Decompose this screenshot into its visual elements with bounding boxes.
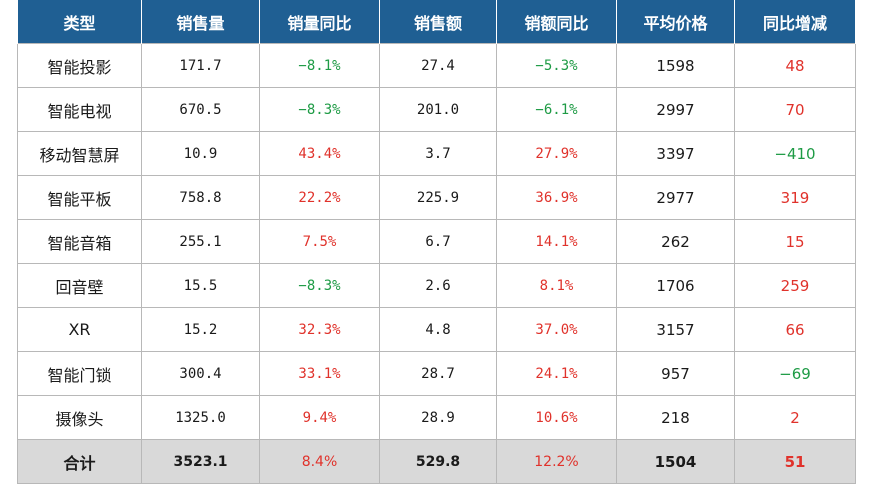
cell-volume-yoy: 9.4% [259,395,380,440]
table-row: 智能门锁 300.4 33.1% 28.7 24.1% 957 −69 [17,351,856,396]
cell-volume-yoy: −8.3% [259,87,380,132]
cell-volume-yoy: 22.2% [259,175,380,220]
cell-price-change: 66 [734,307,856,352]
cell-price-change: 15 [734,219,856,264]
cell-sales-amount: 27.4 [379,43,497,88]
cell-avg-price: 1504 [616,439,735,484]
header-sales-amount: 销售额 [379,0,497,44]
cell-sales-amount: 2.6 [379,263,497,308]
cell-volume-yoy: 7.5% [259,219,380,264]
header-price-change: 同比增减 [734,0,856,44]
cell-sales-volume: 1325.0 [141,395,260,440]
cell-volume-yoy: 43.4% [259,131,380,176]
cell-type: 智能音箱 [17,219,142,264]
cell-amount-yoy: 24.1% [496,351,617,396]
table-row: 移动智慧屏 10.9 43.4% 3.7 27.9% 3397 −410 [17,131,856,176]
cell-sales-volume: 300.4 [141,351,260,396]
table-row: 回音壁 15.5 −8.3% 2.6 8.1% 1706 259 [17,263,856,308]
cell-avg-price: 218 [616,395,735,440]
cell-sales-volume: 3523.1 [141,439,260,484]
cell-amount-yoy: 14.1% [496,219,617,264]
total-row: 合计 3523.1 8.4% 529.8 12.2% 1504 51 [17,439,856,484]
cell-volume-yoy: 32.3% [259,307,380,352]
cell-sales-volume: 670.5 [141,87,260,132]
cell-sales-volume: 758.8 [141,175,260,220]
header-volume-yoy: 销量同比 [259,0,380,44]
cell-amount-yoy: −5.3% [496,43,617,88]
cell-sales-volume: 255.1 [141,219,260,264]
sales-table: 类型 销售量 销量同比 销售额 销额同比 平均价格 同比增减 智能投影 171.7… [17,0,856,484]
cell-volume-yoy: −8.1% [259,43,380,88]
cell-sales-amount: 6.7 [379,219,497,264]
cell-sales-amount: 3.7 [379,131,497,176]
cell-volume-yoy: 8.4% [259,439,380,484]
cell-sales-volume: 10.9 [141,131,260,176]
cell-volume-yoy: −8.3% [259,263,380,308]
cell-type: XR [17,307,142,352]
cell-avg-price: 957 [616,351,735,396]
cell-price-change: 48 [734,43,856,88]
cell-price-change: 70 [734,87,856,132]
table-body: 智能投影 171.7 −8.1% 27.4 −5.3% 1598 48 智能电视 670.5 −8… [17,43,856,484]
table-row: 智能音箱 255.1 7.5% 6.7 14.1% 262 15 [17,219,856,264]
cell-avg-price: 3397 [616,131,735,176]
cell-amount-yoy: 37.0% [496,307,617,352]
cell-type: 智能平板 [17,175,142,220]
cell-amount-yoy: 27.9% [496,131,617,176]
cell-sales-amount: 28.7 [379,351,497,396]
table-row: 智能平板 758.8 22.2% 225.9 36.9% 2977 319 [17,175,856,220]
sales-table-container: 类型 销售量 销量同比 销售额 销额同比 平均价格 同比增减 智能投影 171.7… [17,0,856,484]
cell-avg-price: 1598 [616,43,735,88]
cell-price-change: 2 [734,395,856,440]
cell-type: 智能电视 [17,87,142,132]
cell-amount-yoy: 12.2% [496,439,617,484]
cell-price-change: 319 [734,175,856,220]
cell-sales-amount: 529.8 [379,439,497,484]
cell-price-change: 51 [734,439,856,484]
cell-avg-price: 2977 [616,175,735,220]
header-type: 类型 [17,0,142,44]
cell-type: 移动智慧屏 [17,131,142,176]
cell-type: 合计 [17,439,142,484]
cell-avg-price: 1706 [616,263,735,308]
cell-amount-yoy: −6.1% [496,87,617,132]
cell-amount-yoy: 10.6% [496,395,617,440]
cell-sales-volume: 15.2 [141,307,260,352]
cell-sales-amount: 28.9 [379,395,497,440]
cell-sales-amount: 4.8 [379,307,497,352]
header-avg-price: 平均价格 [616,0,735,44]
header-sales-volume: 销售量 [141,0,260,44]
cell-avg-price: 262 [616,219,735,264]
cell-avg-price: 3157 [616,307,735,352]
cell-avg-price: 2997 [616,87,735,132]
table-row: 摄像头 1325.0 9.4% 28.9 10.6% 218 2 [17,395,856,440]
table-header: 类型 销售量 销量同比 销售额 销额同比 平均价格 同比增减 [17,0,856,44]
cell-sales-volume: 171.7 [141,43,260,88]
cell-volume-yoy: 33.1% [259,351,380,396]
cell-price-change: −69 [734,351,856,396]
cell-price-change: 259 [734,263,856,308]
table-row: XR 15.2 32.3% 4.8 37.0% 3157 66 [17,307,856,352]
header-amount-yoy: 销额同比 [496,0,617,44]
cell-type: 智能投影 [17,43,142,88]
table-row: 智能电视 670.5 −8.3% 201.0 −6.1% 2997 70 [17,87,856,132]
cell-type: 智能门锁 [17,351,142,396]
cell-amount-yoy: 36.9% [496,175,617,220]
cell-amount-yoy: 8.1% [496,263,617,308]
cell-sales-amount: 225.9 [379,175,497,220]
cell-price-change: −410 [734,131,856,176]
table-row: 智能投影 171.7 −8.1% 27.4 −5.3% 1598 48 [17,43,856,88]
header-row: 类型 销售量 销量同比 销售额 销额同比 平均价格 同比增减 [17,0,856,44]
cell-sales-volume: 15.5 [141,263,260,308]
cell-sales-amount: 201.0 [379,87,497,132]
cell-type: 回音壁 [17,263,142,308]
cell-type: 摄像头 [17,395,142,440]
